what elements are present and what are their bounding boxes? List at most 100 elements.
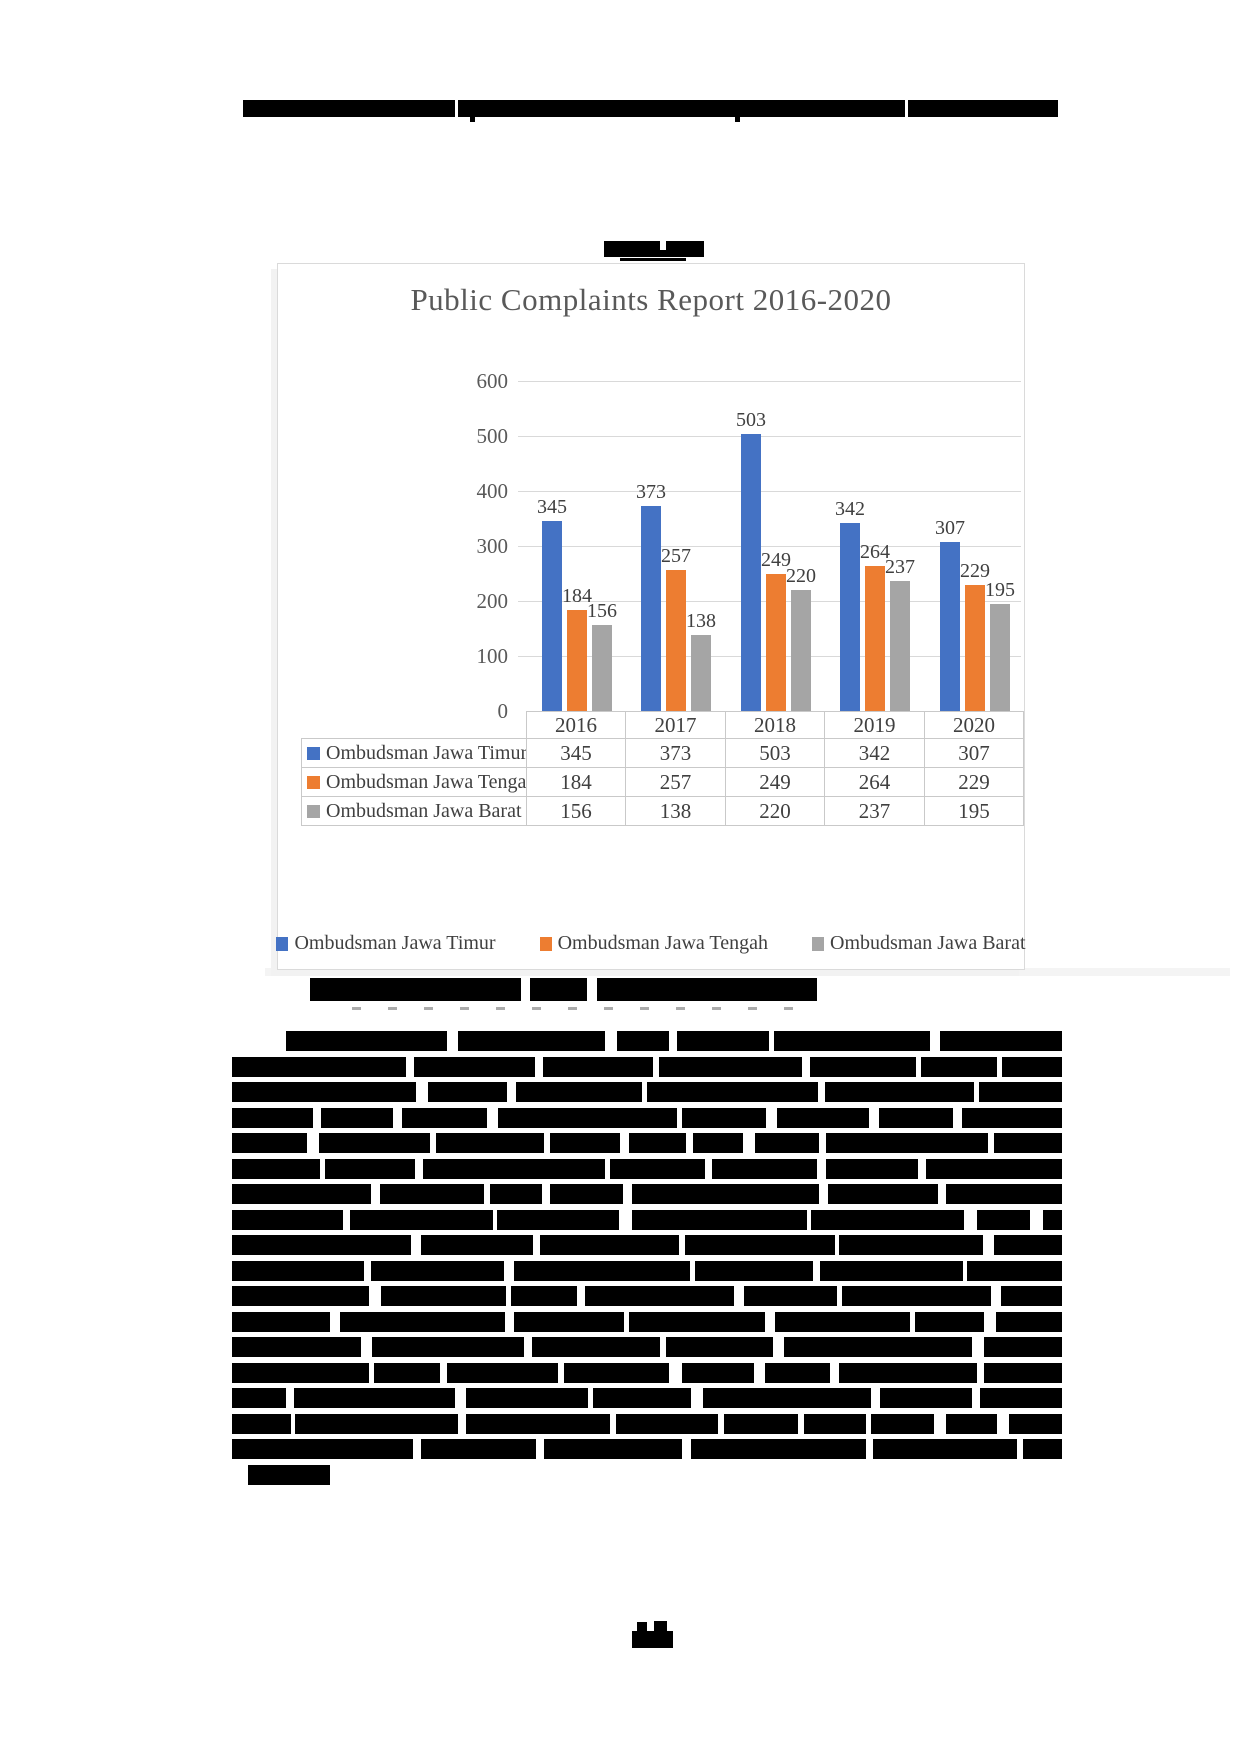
figure-label-gap (660, 241, 666, 250)
data-label: 220 (786, 565, 816, 587)
table-series-label: Ombudsman Jawa Barat (301, 796, 527, 826)
legend-label: Ombudsman Jawa Barat (830, 932, 1026, 954)
page-number-block (654, 1621, 667, 1633)
table-series-label: Ombudsman Jawa Tengah (301, 767, 527, 797)
y-axis-tick-label: 400 (476, 479, 509, 503)
table-value-cell: 342 (824, 738, 925, 768)
gridline (518, 380, 1021, 382)
data-label: 195 (985, 578, 1015, 601)
bar-ombudsman-jawa-barat-2018 (791, 590, 811, 711)
bar-ombudsman-jawa-tengah-2020 (965, 585, 985, 711)
caption-dash (784, 1007, 793, 1010)
y-axis-tick-label: 100 (476, 644, 509, 668)
bar-ombudsman-jawa-timur-2016 (542, 521, 562, 711)
bar-ombudsman-jawa-tengah-2016 (567, 609, 587, 711)
scan-shadow-band (265, 968, 1230, 976)
table-value-cell: 156 (526, 796, 626, 826)
redacted-header-descender (735, 117, 740, 122)
header-gap (455, 100, 458, 117)
bar-ombudsman-jawa-barat-2016 (592, 625, 612, 711)
table-value-cell: 138 (625, 796, 726, 826)
chart-title: Public Complaints Report 2016-2020 (410, 282, 892, 317)
redacted-text-line (232, 1235, 1062, 1255)
bar-ombudsman-jawa-timur-2019 (840, 522, 860, 711)
bar-ombudsman-jawa-timur-2020 (940, 542, 960, 711)
table-value-cell: 257 (625, 767, 726, 797)
legend-label: Ombudsman Jawa Timur (294, 932, 496, 954)
table-value-cell: 249 (725, 767, 825, 797)
table-value-cell: 373 (625, 738, 726, 768)
chart-figure: Public Complaints Report 2016-2020 0 100 2… (276, 263, 1026, 970)
redacted-text-line (232, 1133, 1062, 1153)
gridline (518, 490, 1021, 492)
gridline (518, 545, 1021, 547)
figure-label-underline (620, 258, 686, 261)
caption-dash (604, 1007, 613, 1010)
series-swatch (307, 747, 320, 760)
data-label: 264 (860, 540, 890, 563)
data-label: 307 (935, 517, 965, 540)
redacted-figure-label (604, 241, 704, 257)
y-axis-tick-label: 600 (476, 369, 509, 393)
gridline (518, 435, 1021, 437)
bar-ombudsman-jawa-timur-2018 (741, 434, 761, 711)
redacted-text-line (232, 1337, 1062, 1357)
redacted-text-line (232, 1057, 1062, 1077)
bar-ombudsman-jawa-tengah-2018 (766, 574, 786, 711)
legend-item: Ombudsman Jawa Timur (276, 932, 496, 955)
redacted-text-line (232, 1082, 1062, 1102)
redacted-text-line (286, 1031, 1062, 1051)
bar-ombudsman-jawa-barat-2019 (890, 580, 910, 711)
caption-dash (352, 1007, 361, 1010)
data-label: 257 (661, 544, 691, 567)
data-label: 138 (686, 610, 716, 633)
header-gap (905, 100, 908, 117)
y-axis-tick-label: 200 (476, 589, 509, 613)
redacted-text-line (232, 1184, 1062, 1204)
caption-gap (521, 978, 530, 1001)
chart-legend: Ombudsman Jawa Timur Ombudsman Jawa Tenga… (276, 932, 1026, 955)
caption-dash (640, 1007, 649, 1010)
legend-item: Ombudsman Jawa Tengah (539, 932, 769, 955)
table-value-cell: 220 (725, 796, 825, 826)
legend-swatch (812, 936, 825, 951)
table-value-cell: 195 (924, 796, 1024, 826)
redacted-text-line (232, 1363, 1062, 1383)
caption-dash (712, 1007, 721, 1010)
redacted-text-line (232, 1108, 1062, 1128)
caption-gap (587, 978, 597, 1001)
caption-dash (388, 1007, 397, 1010)
redacted-text-line (232, 1286, 1062, 1306)
y-axis-tick-label: 500 (476, 424, 509, 448)
data-label: 184 (562, 584, 592, 607)
data-label: 503 (736, 409, 766, 432)
legend-label: Ombudsman Jawa Tengah (557, 932, 769, 954)
table-value-cell: 184 (526, 767, 626, 797)
legend-item: Ombudsman Jawa Barat (812, 932, 1026, 955)
redacted-text-line (232, 1210, 1062, 1230)
caption-dash (748, 1007, 757, 1010)
table-value-cell: 264 (824, 767, 925, 797)
redacted-text-line (232, 1159, 1062, 1179)
redacted-figure-caption (310, 978, 817, 1001)
data-label: 373 (636, 480, 666, 503)
table-value-cell: 345 (526, 738, 626, 768)
data-label: 249 (761, 549, 791, 572)
page-number-block (632, 1631, 673, 1648)
data-label: 229 (960, 560, 990, 583)
redacted-text-line (232, 1414, 1062, 1434)
table-value-cell: 307 (924, 738, 1024, 768)
bar-ombudsman-jawa-tengah-2017 (666, 569, 686, 711)
redacted-header-text (243, 100, 1058, 117)
redacted-text-line (232, 1439, 1062, 1459)
table-year-header: 2016 (526, 711, 626, 739)
table-year-header: 2017 (625, 711, 726, 739)
series-swatch (307, 776, 320, 789)
y-axis-tick-label: 0 (497, 699, 509, 723)
table-series-label: Ombudsman Jawa Timur (301, 738, 527, 768)
table-year-header: 2019 (824, 711, 925, 739)
redacted-text-line (232, 1388, 1062, 1408)
caption-dash (568, 1007, 577, 1010)
y-axis-tick-label: 300 (476, 534, 509, 558)
